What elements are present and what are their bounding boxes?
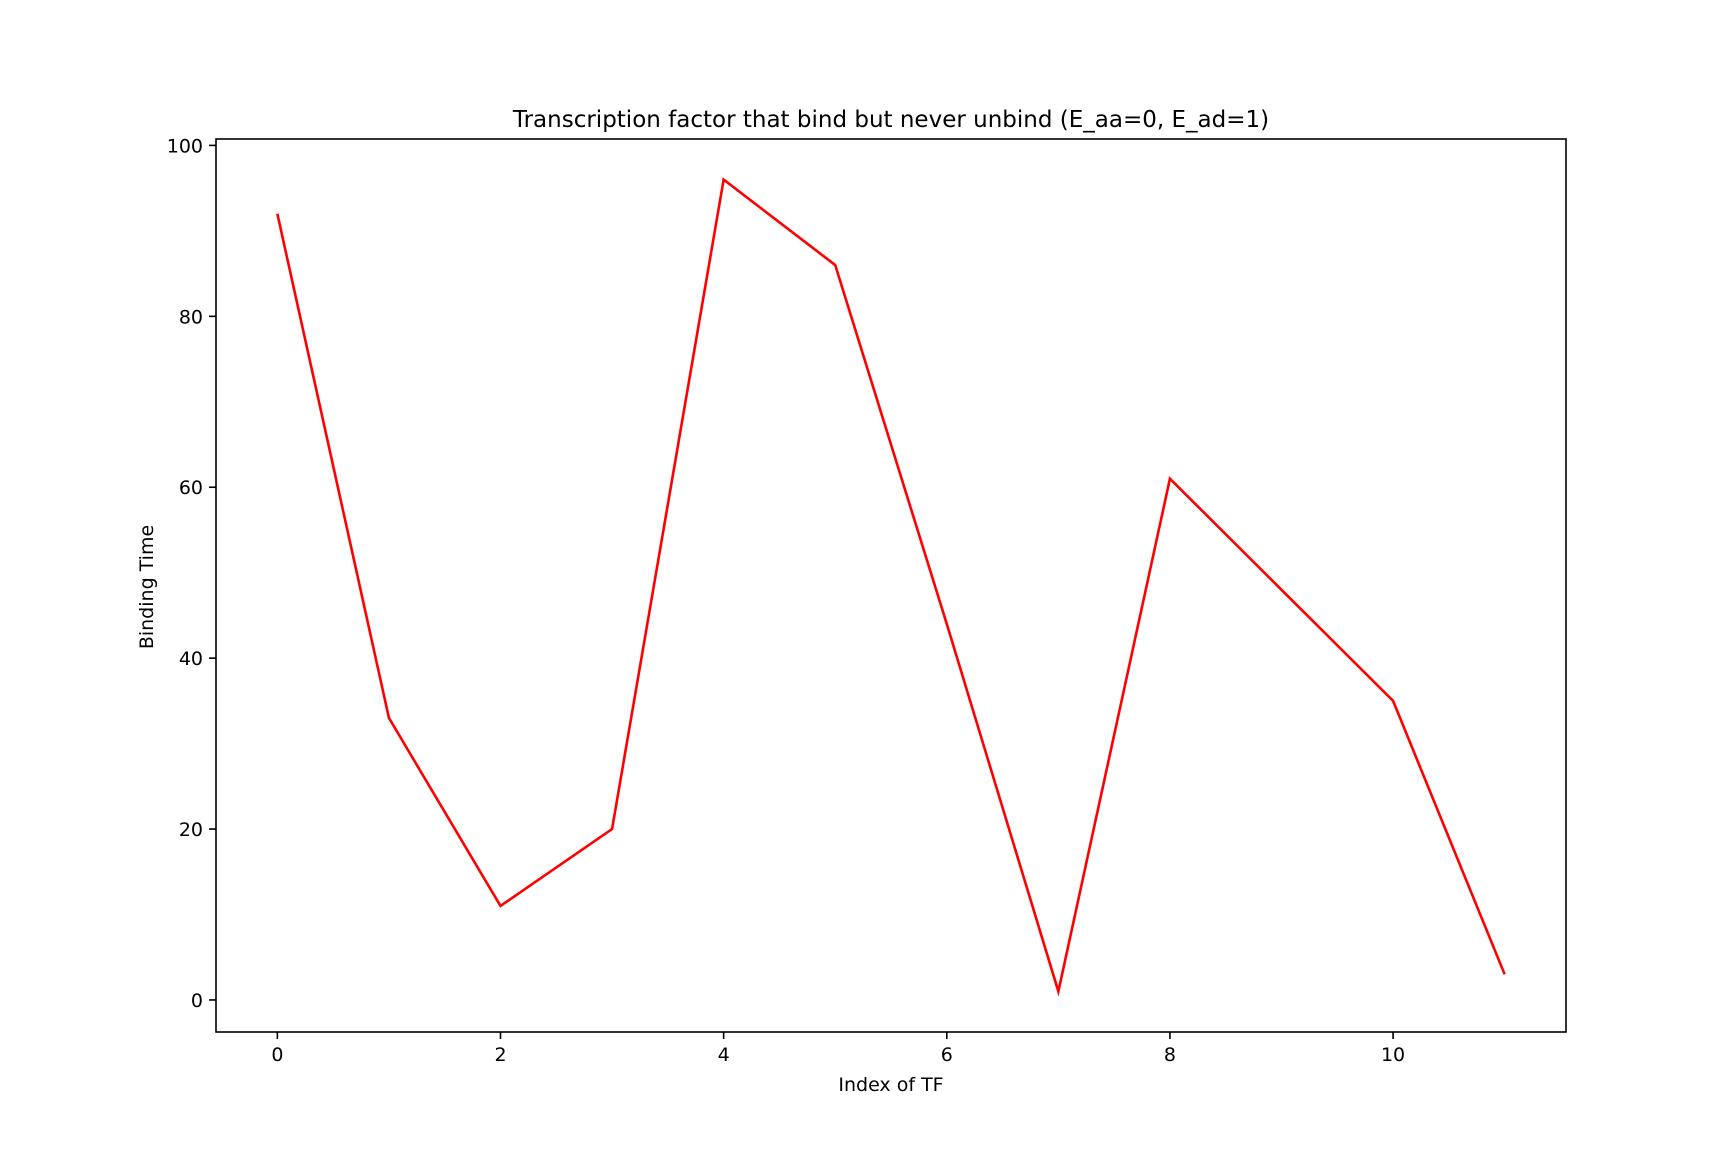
- y-tick-label: 40: [179, 648, 203, 670]
- y-tick-label: 0: [191, 990, 203, 1012]
- x-tick-label: 10: [1381, 1044, 1405, 1066]
- x-tick-label: 2: [494, 1044, 506, 1066]
- y-tick-label: 80: [179, 306, 203, 328]
- axes-frame: [215, 138, 1567, 1033]
- y-axis-title: Binding Time: [136, 525, 158, 649]
- x-axis: 0 2 4 6 8 10: [271, 1032, 1405, 1066]
- series-line: [276, 177, 1506, 997]
- y-tick-label: 20: [179, 819, 203, 841]
- plot-area: [276, 177, 1506, 997]
- y-tick-label: 100: [167, 135, 203, 157]
- chart-title: Transcription factor that bind but never…: [512, 107, 1269, 133]
- y-axis: 0 20 40 60 80 100: [167, 135, 216, 1012]
- x-axis-title: Index of TF: [838, 1074, 943, 1096]
- y-tick-label: 60: [179, 477, 203, 499]
- x-tick-label: 6: [941, 1044, 953, 1066]
- x-tick-label: 0: [271, 1044, 283, 1066]
- x-tick-label: 4: [718, 1044, 730, 1066]
- x-tick-label: 8: [1164, 1044, 1176, 1066]
